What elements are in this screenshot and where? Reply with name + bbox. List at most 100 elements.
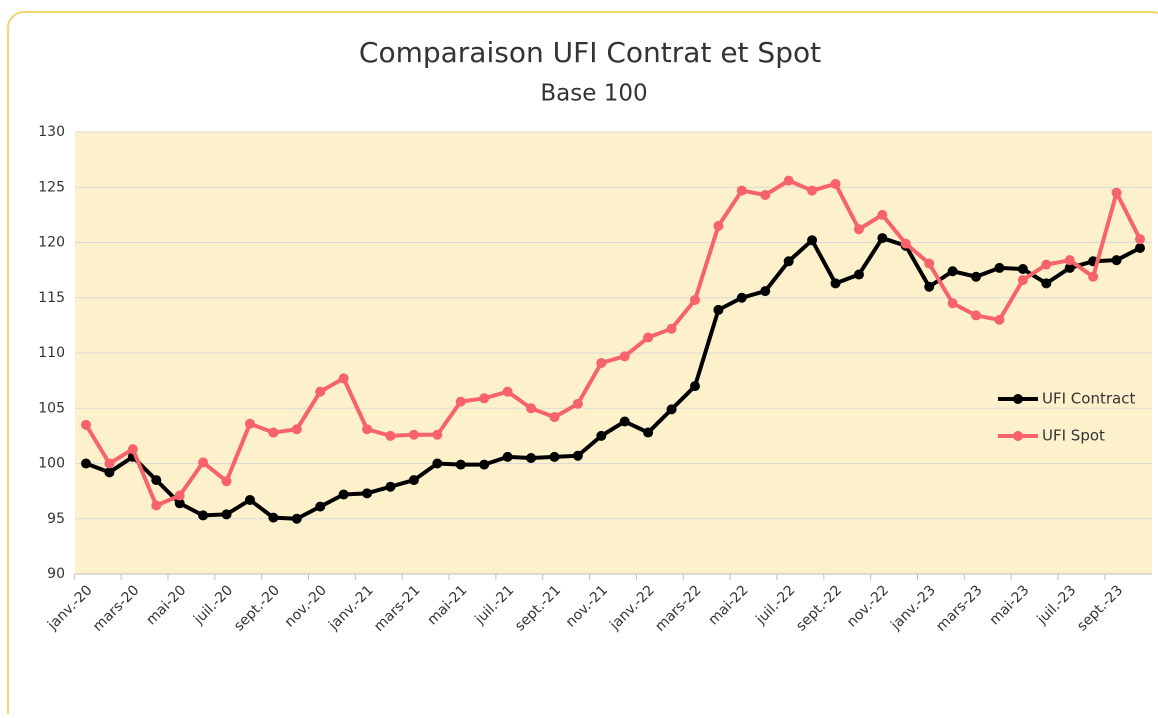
point — [689, 294, 700, 305]
point — [291, 424, 302, 435]
y-tick-label: 115 — [38, 290, 65, 306]
point — [315, 386, 326, 397]
point — [362, 488, 373, 499]
point — [174, 490, 185, 501]
point — [408, 429, 419, 440]
point — [947, 298, 958, 309]
point — [479, 459, 490, 470]
point — [994, 314, 1005, 325]
point — [713, 220, 724, 231]
point — [924, 258, 935, 269]
point — [596, 357, 607, 368]
point — [1111, 255, 1122, 266]
point — [1088, 271, 1099, 282]
point — [689, 381, 700, 392]
point — [643, 332, 654, 343]
point — [1111, 187, 1122, 198]
point — [502, 386, 513, 397]
point — [713, 304, 724, 315]
point — [104, 467, 115, 478]
point — [900, 238, 911, 249]
chart-title: Comparaison UFI Contrat et Spot — [359, 36, 821, 69]
point — [1017, 264, 1028, 275]
point — [994, 262, 1005, 273]
legend-marker — [1013, 431, 1023, 441]
point — [736, 292, 747, 303]
point — [408, 475, 419, 486]
point — [1017, 275, 1028, 286]
point — [198, 457, 209, 468]
point — [1041, 278, 1052, 289]
point — [853, 224, 864, 235]
y-tick-label: 90 — [47, 566, 65, 582]
point — [807, 185, 818, 196]
point — [760, 189, 771, 200]
point — [385, 481, 396, 492]
point — [432, 429, 443, 440]
y-tick-label: 120 — [38, 235, 65, 251]
point — [526, 403, 537, 414]
point — [807, 235, 818, 246]
point — [877, 209, 888, 220]
point — [81, 458, 91, 469]
point — [151, 475, 162, 486]
point — [502, 451, 513, 462]
point — [1135, 243, 1145, 254]
point — [760, 286, 771, 297]
point — [268, 512, 279, 523]
point — [362, 424, 373, 435]
point — [830, 278, 841, 289]
point — [198, 510, 209, 521]
point — [127, 444, 138, 455]
point — [947, 266, 958, 277]
point — [619, 351, 630, 362]
point — [455, 459, 466, 470]
point — [338, 373, 349, 384]
y-tick-label: 95 — [47, 511, 65, 527]
point — [666, 323, 677, 334]
point — [174, 498, 185, 509]
y-tick-label: 130 — [38, 124, 65, 140]
point — [432, 458, 443, 469]
point — [1064, 262, 1075, 273]
legend-marker — [1013, 394, 1023, 404]
point — [783, 175, 794, 186]
series-line — [85, 236, 1141, 521]
point — [291, 513, 302, 524]
point — [549, 451, 560, 462]
point — [338, 489, 349, 500]
point — [268, 427, 279, 438]
y-tick-label: 125 — [38, 179, 65, 195]
point — [1135, 234, 1145, 245]
point — [244, 494, 255, 505]
point — [1064, 255, 1075, 266]
point — [736, 185, 747, 196]
point — [666, 404, 677, 415]
point — [971, 310, 982, 321]
point — [971, 271, 982, 282]
point — [572, 450, 583, 461]
point — [549, 412, 560, 423]
point — [877, 233, 888, 244]
point — [1041, 259, 1052, 270]
point — [596, 430, 607, 441]
point — [244, 418, 255, 429]
point — [455, 396, 466, 407]
point — [783, 256, 794, 267]
y-tick-label: 105 — [38, 400, 65, 416]
point — [853, 269, 864, 280]
y-tick-label: 100 — [38, 456, 65, 472]
point — [81, 419, 91, 430]
point — [104, 458, 115, 469]
point — [526, 452, 537, 463]
point — [479, 393, 490, 404]
point — [385, 430, 396, 441]
point — [151, 500, 162, 511]
point — [643, 427, 654, 438]
legend-label: UFI Contract — [1042, 390, 1135, 408]
chart-subtitle: Base 100 — [540, 81, 647, 107]
point — [315, 501, 326, 512]
series-line — [84, 178, 1142, 508]
point — [830, 178, 841, 189]
